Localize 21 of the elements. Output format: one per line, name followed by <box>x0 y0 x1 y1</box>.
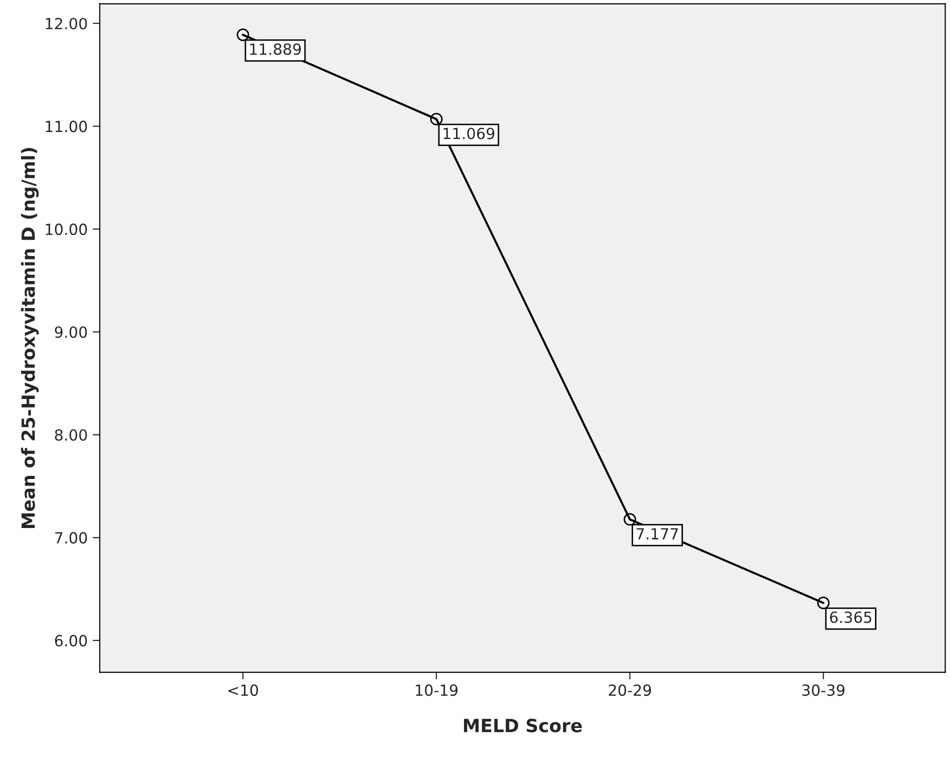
y-tick-label: 8.00 <box>54 429 87 441</box>
data-label: 6.365 <box>830 612 872 624</box>
point <box>430 112 443 126</box>
y-tick-label: 12.00 <box>46 18 87 30</box>
x-tick-label: 20-29 <box>608 684 652 696</box>
x-tick-label: 30-39 <box>802 684 844 696</box>
point <box>624 513 636 526</box>
point <box>236 28 250 42</box>
y-tick-label: 6.00 <box>54 634 87 646</box>
point <box>817 596 830 610</box>
y-tick-label: 7.00 <box>55 532 87 544</box>
x-tick-label: <10 <box>228 684 258 696</box>
data-label: 11.069 <box>444 128 494 140</box>
data-label: 11.889 <box>250 43 301 55</box>
y-axis-title: Mean of 25-Hydroxyvitamin D (ng/ml) <box>21 148 39 528</box>
y-tick-label: 9.00 <box>54 326 87 338</box>
y-tick-label: 10.00 <box>46 224 87 236</box>
data-label: 7.177 <box>636 528 678 540</box>
x-axis-title: MELD Score <box>464 718 582 732</box>
x-tick-label: 10-19 <box>416 684 458 696</box>
y-tick-label: 11.00 <box>46 120 87 132</box>
